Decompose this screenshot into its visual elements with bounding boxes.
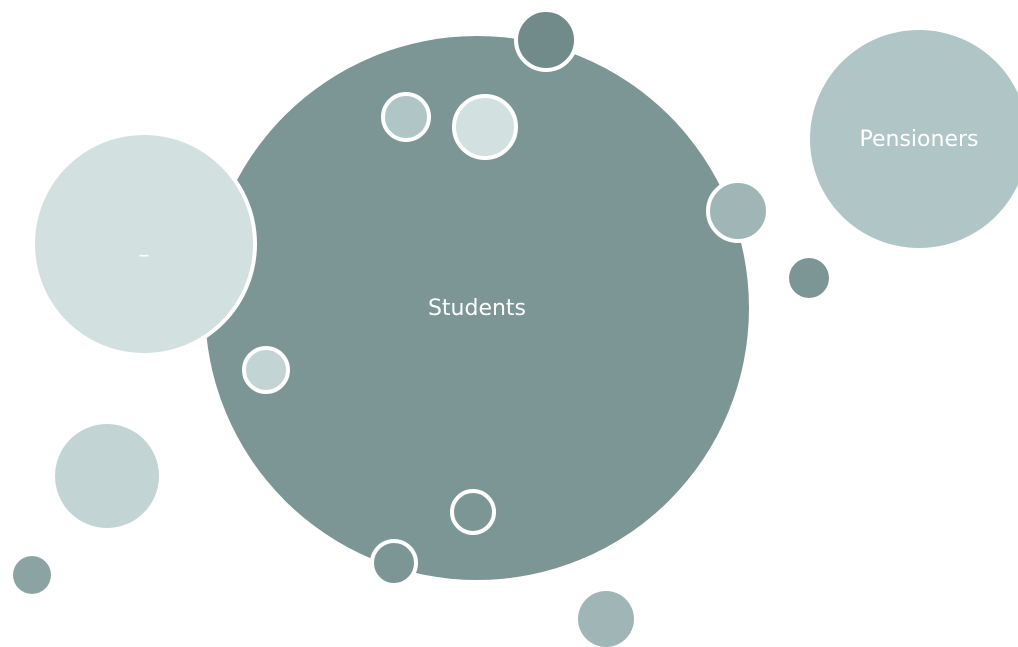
top-dark-dot bbox=[514, 8, 578, 72]
top-large-ring-dot bbox=[452, 94, 518, 160]
students-label: Students bbox=[428, 296, 526, 321]
bottom-left-small-dot bbox=[13, 556, 51, 594]
left-edge-ring-dot bbox=[242, 346, 290, 394]
right-edge-ring-dot bbox=[706, 179, 770, 243]
right-small-dot bbox=[789, 258, 829, 298]
bottom-left-medium-dot bbox=[55, 424, 159, 528]
pensioners-bubble bbox=[810, 30, 1018, 248]
bottom-inner-ring-dot bbox=[450, 489, 496, 535]
left-bubble-label: – bbox=[139, 243, 150, 268]
students-bubble bbox=[205, 36, 749, 580]
bottom-center-dot bbox=[578, 591, 634, 647]
left-bubble bbox=[31, 131, 257, 357]
top-small-ring-dot bbox=[381, 92, 431, 142]
bottom-edge-ring-dot bbox=[370, 539, 418, 587]
pensioners-label: Pensioners bbox=[860, 127, 979, 152]
